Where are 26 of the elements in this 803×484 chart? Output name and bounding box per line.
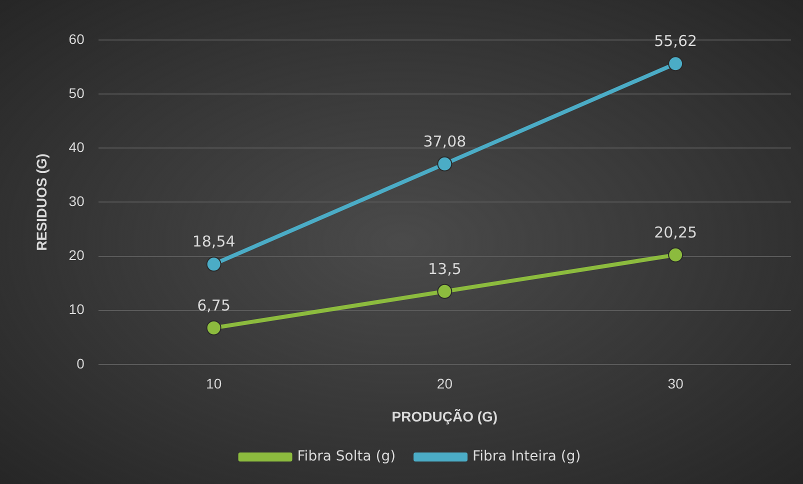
x-axis-title: PRODUÇÃO (G): [392, 408, 498, 424]
data-label: 13,5: [428, 260, 462, 278]
x-tick-label: 10: [206, 376, 222, 392]
data-label: 18,54: [192, 232, 236, 251]
y-tick-label: 10: [68, 301, 85, 318]
y-tick-label: 50: [68, 84, 85, 101]
point: [668, 247, 684, 262]
legend-label: Fibra Solta (g): [297, 448, 396, 465]
y-axis-title: RESIDUOS (G): [33, 154, 50, 251]
legend-label: Fibra Inteira (g): [472, 448, 581, 465]
point: [206, 320, 222, 336]
y-tick-label: 20: [68, 247, 85, 264]
point: [668, 56, 684, 72]
point: [437, 156, 452, 172]
point: [437, 284, 452, 299]
data-label: 20,25: [654, 223, 698, 242]
point: [206, 256, 222, 272]
data-label: 55,62: [654, 32, 698, 50]
y-tick-label: 30: [68, 193, 85, 210]
x-tick-label: 30: [668, 376, 684, 392]
x-tick-label: 20: [436, 376, 453, 392]
data-label: 6,75: [197, 296, 231, 314]
y-tick-label: 0: [76, 355, 85, 372]
y-tick-label: 40: [68, 138, 85, 155]
y-tick-label: 60: [68, 30, 85, 47]
data-label: 37,08: [423, 132, 466, 150]
